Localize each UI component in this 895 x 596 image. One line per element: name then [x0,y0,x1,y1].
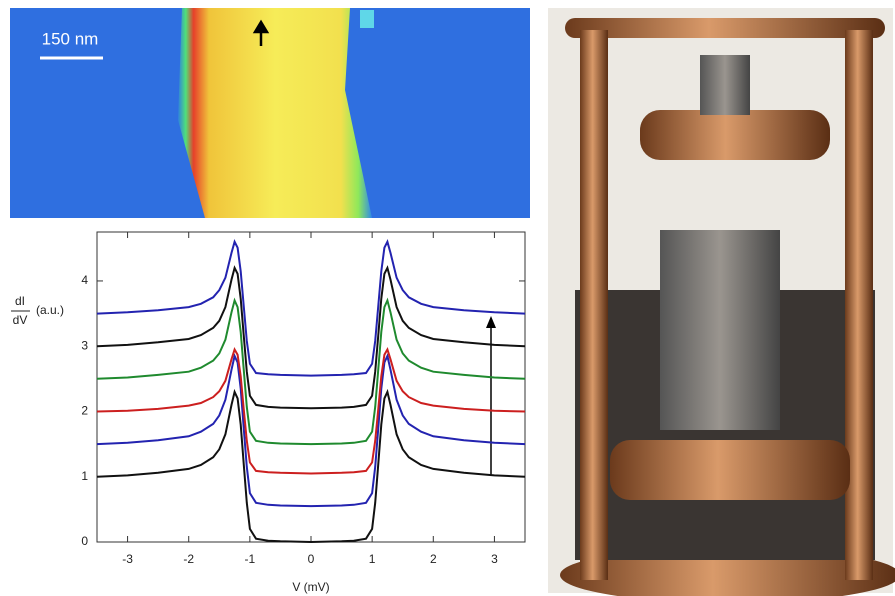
photo-post [845,30,873,580]
photo-plate [640,110,830,160]
x-tick-label: 1 [369,552,376,566]
series-line [96,297,526,446]
series-line [96,352,526,508]
x-tick-label: 2 [430,552,437,566]
series-line [96,239,526,377]
scale-label: 150 nm [42,29,99,48]
stm-spot [360,10,374,28]
y-tick-label: 2 [81,404,88,418]
x-tick-label: 3 [491,552,498,566]
y-tick-label: 1 [81,469,88,483]
y-axis-label: dV [13,313,28,327]
stm-band [178,8,372,218]
x-axis-label: V (mV) [292,580,329,594]
x-tick-label: 0 [308,552,315,566]
y-tick-label: 4 [81,273,88,287]
series-line [96,388,526,544]
y-axis-label: (a.u.) [36,303,64,317]
photo-top-ring [565,18,885,38]
x-tick-label: -2 [183,552,194,566]
stm-arrow [252,19,270,46]
photo-block [700,55,750,115]
series-line [96,265,526,410]
trend-arrow-head [486,316,496,328]
y-tick-label: 0 [81,534,88,548]
y-tick-label: 3 [81,338,88,352]
photo-post [580,30,608,580]
y-axis-label: dI [15,294,25,308]
x-tick-label: -1 [245,552,256,566]
x-tick-label: -3 [122,552,133,566]
series-line [96,347,526,475]
plot-frame [96,231,526,543]
photo-lower-ring [610,440,850,500]
photo-stack [660,230,780,430]
